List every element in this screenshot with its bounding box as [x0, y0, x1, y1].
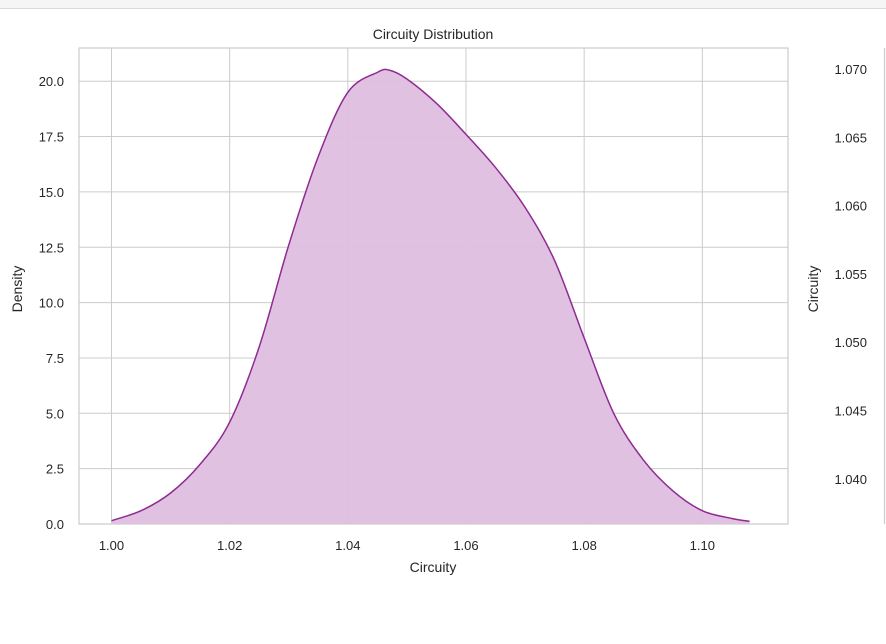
y-tick-label: 5.0: [46, 406, 64, 421]
top-scroll-strip: [0, 0, 886, 9]
second-y-tick-label: 1.065: [834, 130, 867, 145]
y-tick-label: 10.0: [39, 296, 64, 311]
density-line: [111, 68, 750, 523]
y-tick-labels: 0.0 2.5 5.0 7.5 10.0 12.5 15.0 17.5 20.0: [39, 74, 64, 532]
y-tick-label: 15.0: [39, 185, 64, 200]
x-tick-label: 1.04: [335, 538, 360, 553]
second-y-tick-label: 1.055: [834, 267, 867, 282]
second-y-tick-label: 1.060: [834, 199, 867, 214]
y-tick-label: 12.5: [39, 240, 64, 255]
x-tick-label: 1.06: [453, 538, 478, 553]
y-tick-label: 17.5: [39, 130, 64, 145]
chart-title: Circuity Distribution: [373, 26, 494, 42]
x-tick-labels: 1.00 1.02 1.04 1.06 1.08 1.10: [99, 538, 715, 553]
x-axis-title: Circuity: [410, 559, 457, 575]
y-tick-label: 20.0: [39, 74, 64, 89]
y-tick-label: 7.5: [46, 351, 64, 366]
second-y-tick-label: 1.050: [834, 335, 867, 350]
second-y-tick-label: 1.045: [834, 404, 867, 419]
y-axis-title: Density: [9, 266, 25, 313]
second-y-tick-label: 1.070: [834, 62, 867, 77]
second-y-tick-labels: 1.070 1.065 1.060 1.055 1.050 1.045 1.040: [834, 62, 867, 487]
second-y-axis-title: Circuity: [805, 266, 821, 313]
x-tick-label: 1.00: [99, 538, 124, 553]
density-fill: [111, 69, 750, 525]
y-tick-label: 2.5: [46, 462, 64, 477]
y-tick-label: 0.0: [46, 517, 64, 532]
kde-chart: 1.00 1.02 1.04 1.06 1.08 1.10 0.0 2.5 5.0 7.5 10.…: [9, 26, 789, 575]
x-tick-label: 1.10: [690, 538, 715, 553]
x-tick-label: 1.02: [217, 538, 242, 553]
partial-circuity-chart: Circuity 1.0701.0651.0601.0551.0501.0451…: [805, 48, 886, 524]
x-tick-label: 1.08: [572, 538, 597, 553]
second-y-tick-label: 1.040: [834, 472, 867, 487]
